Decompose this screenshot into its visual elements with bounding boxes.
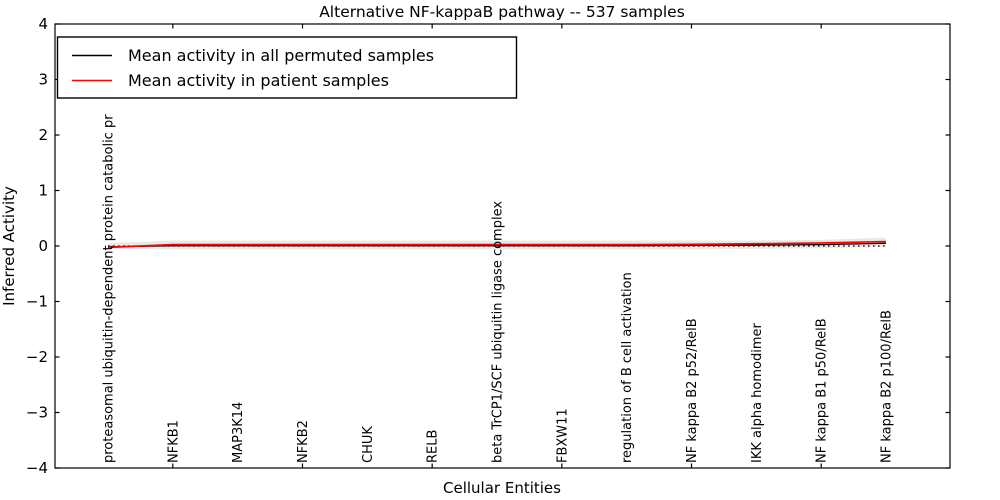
y-tick-label: −1: [26, 293, 48, 311]
y-tick-label: −2: [26, 348, 48, 366]
category-label: MAP3K14: [231, 402, 246, 463]
y-tick-label: 3: [38, 71, 48, 89]
y-tick-label: 1: [38, 182, 48, 200]
legend: Mean activity in all permuted samples Me…: [56, 36, 518, 99]
legend-box: [56, 36, 518, 99]
category-label: NFKB1: [166, 420, 181, 463]
series-lines-layer: [107, 240, 887, 249]
category-label: CHUK: [361, 426, 376, 463]
y-tick-label: −4: [26, 459, 48, 477]
category-label: NF kappa B2 p100/RelB: [879, 310, 894, 463]
series-line-permuted: [107, 242, 887, 248]
axes-layer: 4 3 2 1 0 −1 −2 −3 −4: [26, 15, 950, 477]
category-label: regulation of B cell activation: [620, 272, 635, 463]
category-label: FBXW11: [555, 408, 570, 463]
confidence-band: [108, 237, 886, 250]
category-label: NFKB2: [296, 420, 311, 463]
series-line-patient: [107, 240, 887, 249]
chart-title: Alternative NF-kappaB pathway -- 537 sam…: [319, 3, 685, 21]
category-label: beta TrCP1/SCF ubiquitin ligase complex: [490, 201, 505, 463]
y-tick-label: −3: [26, 404, 48, 422]
y-tick-label: 4: [38, 15, 48, 33]
legend-entry-permuted: Mean activity in all permuted samples: [128, 46, 434, 65]
legend-entry-patient: Mean activity in patient samples: [128, 71, 389, 90]
category-label: NF kappa B1 p50/RelB: [815, 318, 830, 463]
category-label: NF kappa B2 p52/RelB: [685, 318, 700, 463]
y-axis-label: Inferred Activity: [0, 186, 18, 306]
plot-border: [54, 23, 951, 469]
category-labels-layer: proteasomal ubiquitin-dependent protein …: [102, 114, 895, 463]
category-label: proteasomal ubiquitin-dependent protein …: [102, 114, 117, 463]
y-tick-label: 2: [38, 126, 48, 144]
y-tick-label: 0: [38, 237, 48, 255]
category-label: RELB: [426, 430, 441, 463]
category-label: IKK alpha homodimer: [750, 322, 765, 463]
x-axis-label: Cellular Entities: [443, 479, 561, 497]
confidence-band-layer: [108, 237, 886, 250]
